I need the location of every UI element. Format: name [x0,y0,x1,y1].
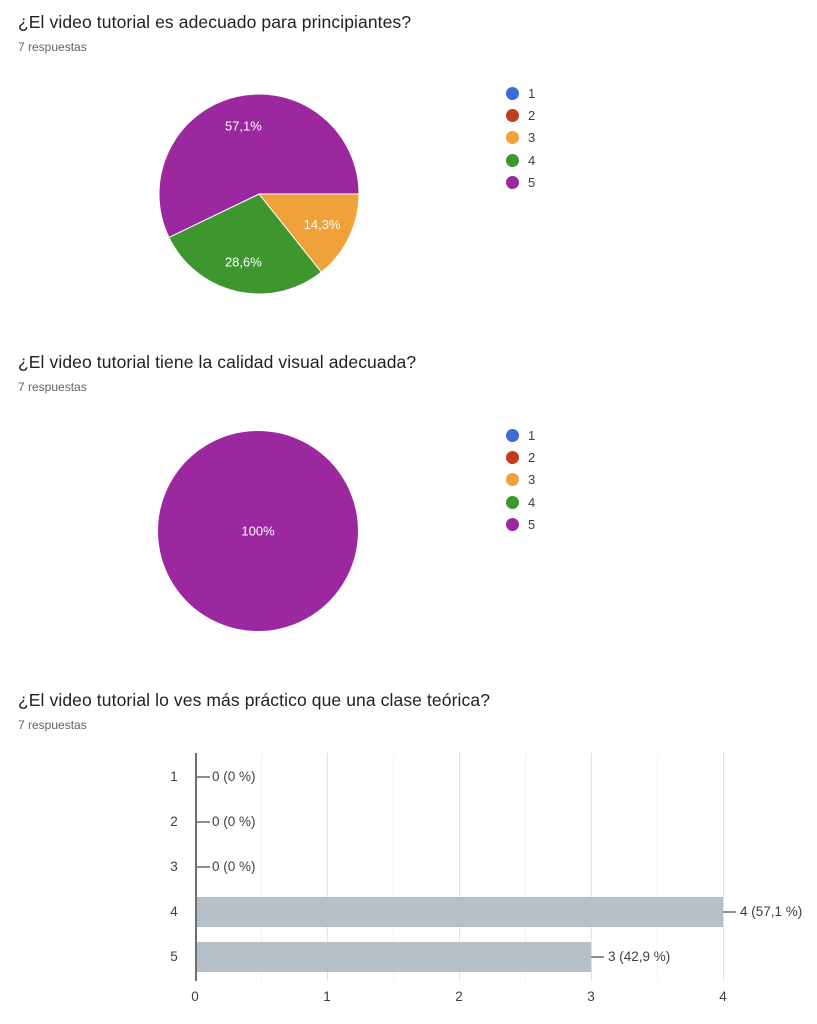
legend-item-5: 5 [506,172,535,194]
pie-percent-label: 100% [241,524,275,539]
category-label-4: 4 [170,904,178,919]
legend-label: 1 [528,85,536,101]
value-connector-3 [197,866,210,868]
pie-chart-question-2: 100% [158,431,358,631]
legend-color-dot [506,495,519,509]
gridline-x-2.5 [525,753,526,981]
question-1-response-count: 7 respuestas [18,40,87,54]
legend-item-2: 2 [506,104,535,126]
legend-color-dot [506,131,519,145]
legend-label: 2 [528,108,536,124]
value-connector-5 [591,956,604,958]
gridline-x-3.5 [657,753,658,981]
category-label-1: 1 [170,769,178,784]
legend-item-2: 2 [506,446,535,468]
question-3-title: ¿El video tutorial lo ves más práctico q… [18,690,491,710]
legend-color-dot [506,473,519,487]
pie-slice-4 [168,193,322,295]
legend-color-dot [506,176,519,190]
x-tick-label-1: 1 [323,989,331,1004]
value-label-5: 3 (42,9 %) [608,949,671,964]
question-2-title: ¿El video tutorial tiene la calidad visu… [18,352,417,372]
pie-slice-3 [258,193,360,273]
x-tick-label-3: 3 [587,989,595,1004]
value-label-3: 0 (0 %) [212,859,256,874]
y-axis-line [195,753,197,981]
legend-color-dot [506,518,519,532]
gridline-x-0.5 [261,753,262,981]
legend-label: 3 [528,130,536,146]
category-label-3: 3 [170,859,178,874]
category-label-2: 2 [170,814,178,829]
value-connector-1 [197,776,210,778]
legend-color-dot [506,153,519,167]
value-label-2: 0 (0 %) [212,814,256,829]
gridline-x-2 [459,753,460,981]
gridline-x-4 [723,753,724,981]
legend-label: 4 [528,494,536,510]
pie-slice-5 [158,431,358,631]
pie-chart-question-1: 14,3% 28,6% 57,1% [158,93,360,295]
legend-label: 5 [528,175,536,191]
x-tick-label-0: 0 [191,989,199,1004]
legend-item-3: 3 [506,469,535,491]
x-tick-label-4: 4 [719,989,727,1004]
pie-slice-5 [158,93,360,238]
legend-item-1: 1 [506,82,535,104]
legend-label: 3 [528,472,536,488]
pie-percent-label: 14,3% [304,217,341,232]
legend-label: 4 [528,152,536,168]
question-2-response-count: 7 respuestas [18,380,87,394]
gridline-x-1.5 [393,753,394,981]
legend-color-dot [506,86,519,100]
legend-item-1: 1 [506,424,535,446]
gridline-x-3 [591,753,592,981]
chart-legend-question-1: 1 2 3 4 5 [506,82,535,194]
pie-percent-label: 57,1% [225,118,262,133]
bar-chart-question-3: 1 0 (0 %) 2 0 (0 %) 3 0 (0 %) 4 4 (57,1 %) 5 3 (4… [160,753,810,1013]
legend-color-dot [506,428,519,442]
legend-label: 5 [528,517,536,533]
question-1-title: ¿El video tutorial es adecuado para prin… [18,12,412,32]
legend-label: 2 [528,450,536,466]
bar-5 [197,942,591,972]
legend-label: 1 [528,427,536,443]
legend-item-4: 4 [506,149,535,171]
value-label-1: 0 (0 %) [212,769,256,784]
legend-color-dot [506,451,519,465]
x-tick-label-2: 2 [455,989,463,1004]
value-connector-2 [197,821,210,823]
value-connector-4 [723,911,736,913]
category-label-5: 5 [170,949,178,964]
chart-legend-question-2: 1 2 3 4 5 [506,424,535,536]
pie-percent-label: 28,6% [225,255,262,270]
question-3-response-count: 7 respuestas [18,718,87,732]
legend-item-4: 4 [506,491,535,513]
gridline-x-1 [327,753,328,981]
legend-item-5: 5 [506,514,535,536]
legend-color-dot [506,109,519,123]
value-label-4: 4 (57,1 %) [740,904,803,919]
legend-item-3: 3 [506,127,535,149]
bar-4 [197,897,723,927]
